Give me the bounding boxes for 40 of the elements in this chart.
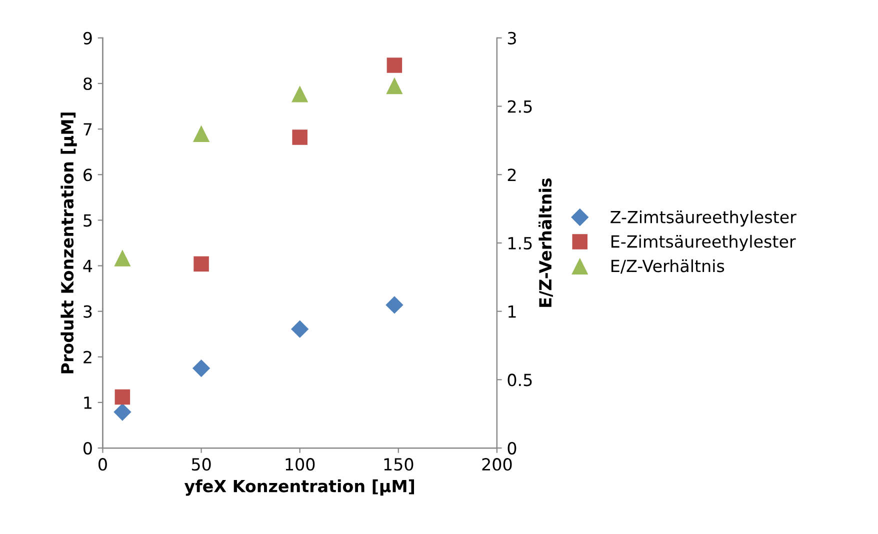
x-tick-label: 0 xyxy=(98,458,107,471)
y-tick-label: 4 xyxy=(83,260,92,272)
point xyxy=(114,403,132,421)
point xyxy=(114,250,131,266)
y-tick-label: 2 xyxy=(84,350,92,364)
y2-tick-label: 0.5 xyxy=(508,374,532,386)
x-tick-label: 50 xyxy=(192,458,211,471)
x-tick-label: 100 xyxy=(286,458,315,471)
x-tick-label: 200 xyxy=(482,458,512,471)
y-tick-label: 6 xyxy=(84,168,92,182)
y-axis-title: Produkt Konzentration [µM] xyxy=(60,112,77,374)
point xyxy=(386,296,404,314)
point xyxy=(386,58,402,73)
y-tick-label: 0 xyxy=(84,442,92,455)
y2-tick-label: 1.5 xyxy=(508,237,532,250)
point xyxy=(114,389,130,405)
x-axis-title: yfeX Konzentration [µM] xyxy=(184,479,414,496)
legend-label: E/Z-Verhältnis xyxy=(612,259,724,274)
y-tick-label: 5 xyxy=(84,214,92,227)
point xyxy=(386,77,403,94)
y-tick-label: 9 xyxy=(83,32,92,44)
point xyxy=(194,256,209,272)
point xyxy=(192,359,210,378)
y-tick-label: 7 xyxy=(84,123,92,136)
legend-label: E-Zimtsäureethylester xyxy=(612,234,796,252)
legend-label: Z-Zimtsäureethylester xyxy=(610,210,796,227)
y2-axis-title: E/Z-Verhältnis xyxy=(538,178,553,307)
y2-tick-label: 2 xyxy=(508,168,516,181)
y2-tick-label: 0 xyxy=(508,442,516,455)
point xyxy=(292,86,308,102)
point xyxy=(192,125,210,142)
y-tick-label: 8 xyxy=(84,77,92,90)
point xyxy=(292,130,308,145)
y-tick-label: 1 xyxy=(84,396,92,409)
x-tick-label: 150 xyxy=(384,458,414,471)
y2-tick-label: 3 xyxy=(508,32,516,44)
y-tick-label: 3 xyxy=(84,305,92,318)
y2-tick-label: 1 xyxy=(508,306,516,318)
y2-tick-label: 2.5 xyxy=(508,100,532,113)
point xyxy=(291,320,309,338)
